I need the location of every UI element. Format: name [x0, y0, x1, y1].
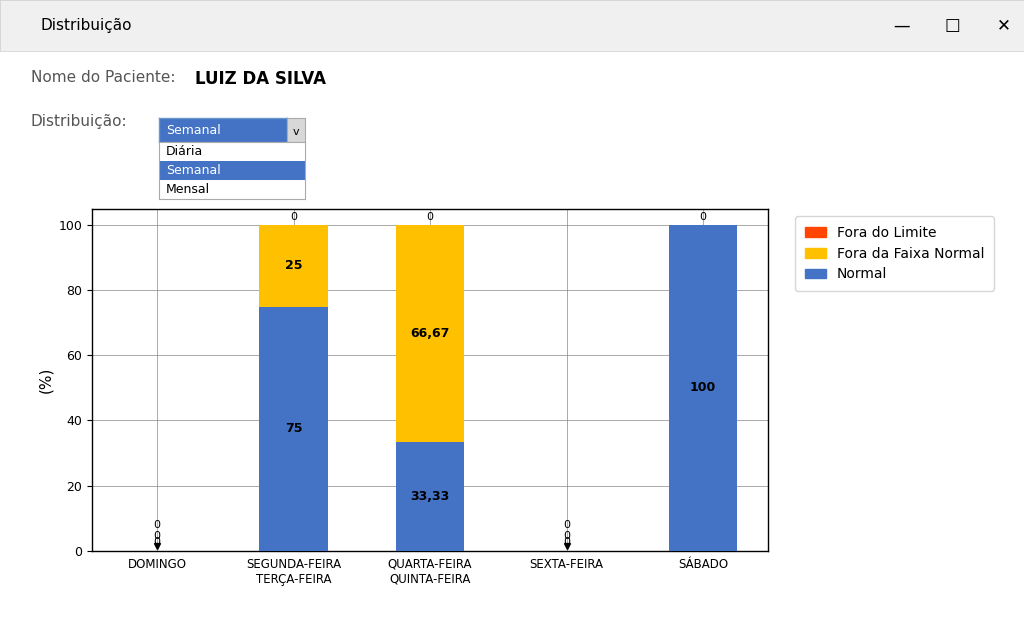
FancyBboxPatch shape: [159, 180, 305, 199]
Text: Distribuição: Distribuição: [41, 18, 132, 33]
Text: 66,67: 66,67: [411, 327, 450, 340]
Text: 25: 25: [285, 260, 302, 272]
Text: 0: 0: [154, 520, 161, 530]
Text: 100: 100: [690, 382, 716, 394]
Text: 0: 0: [563, 531, 570, 541]
Text: v: v: [293, 127, 300, 137]
Text: Semanal: Semanal: [166, 124, 221, 137]
Text: Mensal: Mensal: [166, 184, 210, 196]
Text: Diária: Diária: [166, 146, 204, 158]
Bar: [396, 442, 464, 551]
Text: Distribuição:: Distribuição:: [31, 114, 127, 129]
Y-axis label: (%): (%): [38, 367, 53, 393]
Text: ✕: ✕: [996, 16, 1011, 34]
FancyBboxPatch shape: [159, 161, 305, 180]
Text: 0: 0: [699, 212, 707, 222]
Text: 0: 0: [427, 212, 433, 222]
Bar: [396, 225, 464, 442]
Bar: [669, 225, 737, 551]
Legend: Fora do Limite, Fora da Faixa Normal, Normal: Fora do Limite, Fora da Faixa Normal, No…: [796, 216, 994, 291]
Text: 0: 0: [563, 520, 570, 530]
Text: LUIZ DA SILVA: LUIZ DA SILVA: [195, 70, 326, 87]
Text: 0: 0: [563, 537, 570, 548]
Text: —: —: [893, 16, 909, 34]
Text: Semanal: Semanal: [166, 165, 221, 177]
Text: 0: 0: [154, 537, 161, 548]
Bar: [259, 225, 328, 306]
Bar: [259, 306, 328, 551]
Text: 0: 0: [290, 212, 297, 222]
Text: □: □: [944, 16, 961, 34]
Text: Nome do Paciente:: Nome do Paciente:: [31, 70, 175, 85]
FancyBboxPatch shape: [159, 142, 305, 161]
Text: 33,33: 33,33: [411, 490, 450, 503]
Text: 75: 75: [285, 422, 302, 435]
Text: 0: 0: [154, 531, 161, 541]
